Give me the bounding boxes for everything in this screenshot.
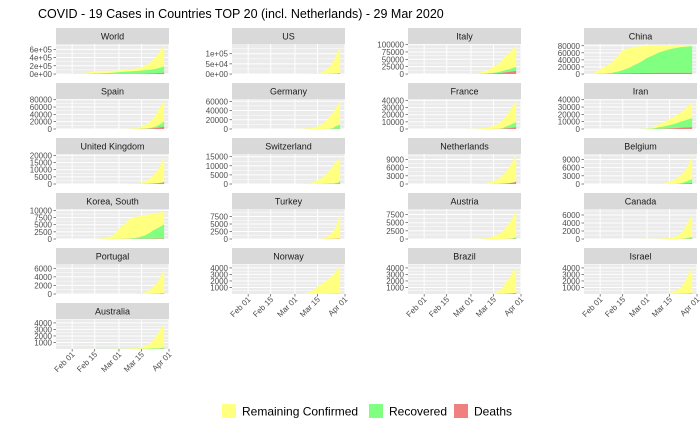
y-tick-label: 60000	[206, 97, 229, 106]
y-tick-label: 9000	[562, 155, 580, 164]
y-tick-label: 4000	[562, 264, 580, 273]
facet-strip-label: Korea, South	[86, 197, 139, 207]
y-tick-label: 20000	[206, 116, 229, 125]
facet-strip-label: Brazil	[453, 252, 476, 262]
facet-strip-label: Switzerland	[265, 142, 312, 152]
facet-strip-label: Israel	[629, 252, 651, 262]
y-tick-label: 7500	[210, 213, 228, 222]
y-tick-label: 0	[576, 180, 581, 189]
y-tick-label: 6000	[386, 164, 404, 173]
y-tick-label: 100000	[377, 41, 404, 50]
y-tick-label: 9000	[386, 155, 404, 164]
y-tick-label: 4e+05	[30, 54, 53, 63]
y-tick-label: 2500	[386, 227, 404, 236]
facet-strip-label: Germany	[270, 87, 308, 97]
y-tick-label: 10000	[206, 162, 229, 171]
y-tick-label: 5000	[210, 171, 228, 180]
facet-strip-label: US	[282, 32, 295, 42]
legend-label: Deaths	[474, 405, 512, 419]
y-tick-label: 4000	[386, 264, 404, 273]
facet-strip-label: Austria	[450, 197, 478, 207]
y-tick-label: 0	[48, 290, 53, 299]
facet-strip-label: Italy	[456, 32, 473, 42]
y-tick-label: 6000	[562, 211, 580, 220]
y-tick-label: 0	[576, 235, 581, 244]
facet-strip-label: Netherlands	[440, 142, 489, 152]
facet-strip-label: Spain	[101, 87, 124, 97]
legend-label: Remaining Confirmed	[242, 405, 358, 419]
y-tick-label: 4000	[34, 319, 52, 328]
y-tick-label: 2e+05	[30, 62, 53, 71]
facet-strip-label: Portugal	[96, 252, 130, 262]
y-tick-label: 10000	[30, 206, 53, 215]
chart-title: COVID - 19 Cases in Countries TOP 20 (in…	[38, 7, 444, 21]
y-tick-label: 15000	[206, 153, 229, 162]
facet-strip-label: China	[629, 32, 653, 42]
y-tick-label: 4000	[562, 219, 580, 228]
y-tick-label: 5000	[386, 219, 404, 228]
facet-strip-label: Turkey	[275, 197, 303, 207]
y-tick-label: 7500	[386, 211, 404, 220]
y-tick-label: 5e+04	[206, 60, 229, 69]
y-tick-label: 0e+00	[30, 70, 53, 79]
y-tick-label: 20000	[30, 151, 53, 160]
y-tick-label: 0	[224, 180, 229, 189]
y-tick-label: 2000	[34, 281, 52, 290]
facet-strip-label: Iran	[633, 87, 649, 97]
facet-strip-label: Belgium	[624, 142, 657, 152]
legend-swatch	[454, 404, 468, 418]
facet-strip-label: Norway	[273, 252, 304, 262]
y-tick-label: 0e+00	[206, 70, 229, 79]
y-tick-label: 0	[400, 180, 405, 189]
y-tick-label: 40000	[382, 96, 405, 105]
y-tick-label: 0	[224, 125, 229, 134]
facet-strip-label: Australia	[95, 307, 130, 317]
y-tick-label: 80000	[558, 42, 581, 51]
y-tick-label: 40000	[206, 107, 229, 116]
y-tick-label: 6e+05	[30, 45, 53, 54]
y-tick-label: 2000	[562, 227, 580, 236]
facet-strip-label: United Kingdom	[80, 142, 144, 152]
y-tick-label: 6000	[34, 264, 52, 273]
y-tick-label: 0	[400, 235, 405, 244]
y-tick-label: 4000	[210, 264, 228, 273]
legend-swatch	[369, 404, 383, 418]
y-tick-label: 1e+05	[206, 50, 229, 59]
y-tick-label: 80000	[30, 96, 53, 105]
legend-swatch	[222, 404, 236, 418]
facet-strip-label: France	[450, 87, 478, 97]
y-tick-label: 3000	[562, 172, 580, 181]
facet-strip-label: Canada	[625, 197, 657, 207]
y-tick-label: 40000	[558, 96, 581, 105]
legend-label: Recovered	[389, 405, 447, 419]
y-tick-label: 3000	[386, 172, 404, 181]
facet-strip-label: World	[101, 32, 124, 42]
y-tick-label: 6000	[562, 164, 580, 173]
y-tick-label: 4000	[34, 273, 52, 282]
